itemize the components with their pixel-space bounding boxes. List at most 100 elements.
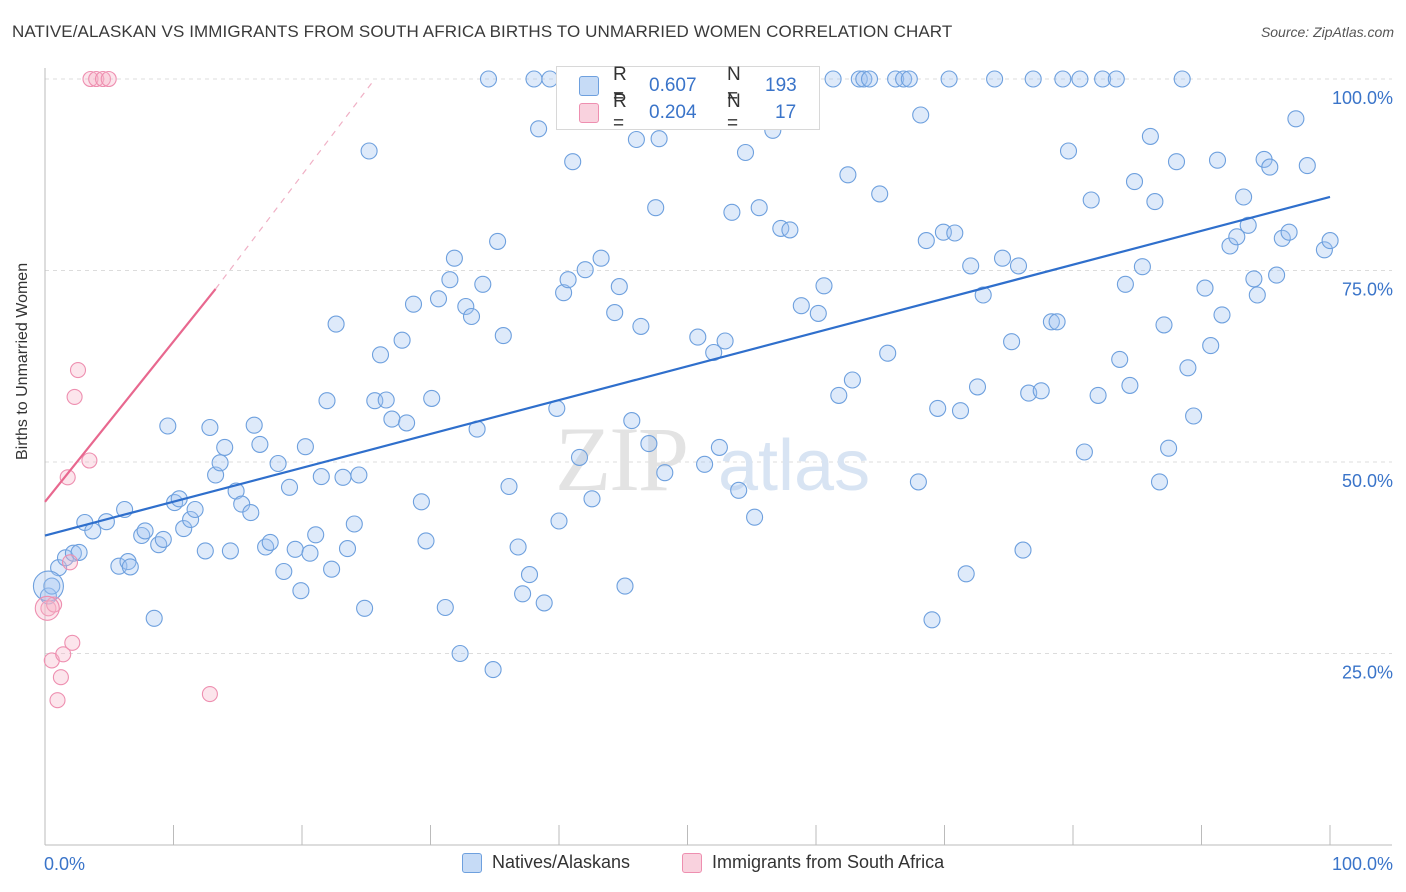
data-point: [530, 120, 548, 138]
data-point: [1042, 313, 1060, 331]
data-point: [623, 412, 641, 430]
data-point: [1261, 158, 1279, 176]
data-point: [257, 538, 275, 556]
data-point: [1121, 376, 1139, 394]
data-point: [159, 417, 177, 435]
data-point: [781, 221, 799, 239]
data-point: [377, 391, 395, 409]
data-point: [839, 166, 857, 184]
data-point: [974, 286, 992, 304]
data-point: [879, 344, 897, 362]
legend-label: Immigrants from South Africa: [712, 852, 945, 872]
data-point: [951, 402, 970, 420]
data-point: [1024, 70, 1042, 88]
data-point: [696, 455, 714, 473]
data-point: [993, 249, 1012, 267]
data-point: [441, 271, 459, 289]
series-natives-alaskans: [32, 70, 1339, 679]
data-point: [69, 362, 87, 379]
legend-swatch-blue: [462, 852, 482, 873]
data-point: [1116, 275, 1134, 293]
n-value: 193: [765, 75, 797, 96]
data-point: [338, 540, 357, 558]
data-point: [154, 530, 172, 548]
data-point: [66, 388, 83, 405]
data-point: [1125, 173, 1144, 191]
data-point: [912, 106, 930, 124]
data-point: [1075, 443, 1093, 461]
data-point: [606, 304, 624, 322]
data-point: [398, 414, 416, 432]
data-point: [1173, 70, 1191, 88]
data-point: [1107, 70, 1125, 88]
data-point: [895, 70, 913, 88]
data-point: [121, 558, 139, 576]
data-point: [1133, 258, 1151, 276]
data-point: [968, 378, 987, 396]
data-point: [710, 438, 728, 456]
data-point: [632, 317, 650, 335]
data-point: [1167, 153, 1186, 171]
data-point: [474, 275, 492, 293]
data-point: [815, 277, 833, 295]
data-point: [88, 70, 105, 88]
watermark-atlas: atlas: [718, 426, 870, 506]
data-point: [1245, 270, 1263, 288]
r-label: R =: [613, 91, 627, 134]
data-point: [564, 153, 582, 171]
data-point: [417, 532, 435, 550]
x-tick-label-min: 0.0%: [44, 854, 85, 874]
data-point: [43, 577, 61, 595]
watermark: ZIP atlas: [555, 408, 870, 510]
data-point: [750, 199, 768, 217]
trend-line-immigrants: [44, 288, 217, 503]
r-value: 0.607: [649, 75, 697, 96]
legend-swatch-pink: [682, 852, 702, 873]
stats-swatch-pink: [579, 103, 599, 123]
data-point: [1160, 439, 1178, 457]
data-point: [1208, 151, 1227, 169]
data-point: [49, 692, 66, 709]
data-point: [280, 478, 299, 496]
legend-item-natives[interactable]: Natives/Alaskans: [462, 852, 630, 873]
data-point: [1155, 316, 1173, 334]
data-point: [334, 468, 352, 486]
y-axis-title: Births to Unmarried Women: [14, 262, 31, 460]
data-point: [520, 566, 539, 584]
stats-legend-box: R = 0.607 N = 193 R = 0.204 N = 17: [556, 64, 820, 134]
data-point: [1213, 306, 1231, 324]
data-point: [100, 70, 117, 88]
source-label: Source: ZipAtlas.com: [1260, 24, 1394, 40]
legend-item-immigrants[interactable]: Immigrants from South Africa: [682, 852, 944, 873]
data-point: [345, 515, 363, 533]
stats-swatch-blue: [579, 76, 599, 96]
axes: [44, 68, 1392, 846]
data-point: [917, 232, 935, 250]
data-point: [1094, 70, 1112, 88]
data-point: [705, 343, 723, 362]
data-point: [923, 611, 941, 629]
trend-line-immigrants-extension: [215, 78, 376, 290]
data-point: [843, 371, 861, 389]
data-point: [245, 416, 263, 434]
data-point: [746, 508, 764, 526]
data-point: [494, 327, 512, 345]
data-point: [855, 70, 873, 88]
r-label: R =: [613, 64, 627, 107]
data-point: [429, 290, 448, 308]
data-point: [221, 542, 239, 560]
trend-lines: [44, 78, 1331, 537]
data-point: [150, 536, 168, 554]
data-point: [46, 596, 63, 613]
data-point: [484, 661, 502, 679]
data-point: [64, 634, 81, 651]
data-point: [1196, 279, 1214, 297]
data-point: [55, 646, 72, 663]
data-point: [59, 469, 76, 486]
data-point: [1315, 241, 1333, 259]
data-point: [1082, 191, 1100, 209]
data-point: [251, 435, 269, 453]
data-point: [133, 526, 151, 545]
legend-label: Natives/Alaskans: [492, 852, 631, 872]
